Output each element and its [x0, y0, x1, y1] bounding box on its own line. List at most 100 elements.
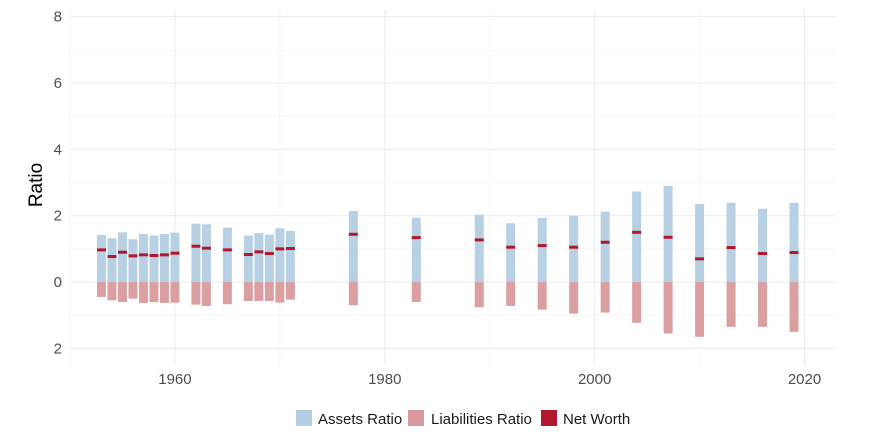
assets-bar: [201, 224, 211, 283]
grid-lines: [69, 10, 836, 365]
liabilities-bar: [506, 282, 516, 306]
liabilities-bar: [191, 282, 201, 305]
liabilities-bar: [107, 282, 117, 301]
assets-bar: [411, 217, 421, 283]
assets-bar: [726, 202, 736, 283]
net-worth-mark: [600, 240, 610, 244]
liabilities-bar: [789, 282, 799, 332]
assets-bar: [128, 239, 138, 283]
liabilities-bars: [96, 282, 799, 337]
liabilities-bar: [222, 282, 232, 305]
legend-key-liabilities: [408, 410, 424, 426]
net-worth-mark: [474, 238, 484, 242]
net-worth-mark: [96, 248, 106, 252]
liabilities-bar: [117, 282, 127, 302]
net-worth-mark: [275, 247, 285, 251]
net-worth-mark: [138, 253, 148, 257]
liabilities-bar: [96, 282, 106, 297]
legend: Assets Ratio Liabilities Ratio Net Worth: [296, 410, 630, 428]
assets-bar: [191, 223, 201, 283]
net-worth-mark: [254, 250, 264, 254]
y-tick-label: 4: [54, 141, 62, 158]
y-tick-label: 2: [54, 208, 62, 225]
liabilities-bar: [254, 282, 264, 301]
assets-bar: [506, 223, 516, 283]
net-worth-mark: [695, 257, 705, 261]
net-worth-mark: [663, 235, 673, 239]
legend-label-net-worth: Net Worth: [563, 411, 630, 428]
net-worth-mark: [107, 255, 117, 259]
net-worth-mark: [201, 246, 211, 250]
y-tick-label: 0: [54, 274, 62, 291]
assets-bar: [348, 211, 358, 283]
net-worth-mark: [117, 250, 127, 254]
liabilities-bar: [411, 282, 421, 302]
y-tick-label: 8: [54, 9, 62, 26]
liabilities-bar: [569, 282, 579, 314]
net-worth-mark: [789, 251, 799, 255]
net-worth-mark: [170, 251, 180, 255]
net-worth-mark: [285, 247, 295, 251]
liabilities-bar: [275, 282, 285, 303]
liabilities-bar: [663, 282, 673, 334]
net-worth-mark: [243, 253, 253, 257]
assets-bar: [474, 214, 484, 283]
assets-bar: [243, 235, 253, 283]
liabilities-bar: [243, 282, 253, 301]
liabilities-bar: [632, 282, 642, 323]
assets-bar: [663, 185, 673, 283]
legend-label-assets: Assets Ratio: [318, 411, 402, 428]
liabilities-bar: [726, 282, 736, 327]
net-worth-mark: [537, 244, 547, 248]
assets-bar: [695, 204, 705, 283]
assets-bar: [170, 232, 180, 283]
assets-bar: [117, 232, 127, 283]
net-worth-mark: [506, 245, 516, 249]
liabilities-bar: [474, 282, 484, 308]
assets-bar: [632, 191, 642, 283]
net-worth-mark: [159, 253, 169, 257]
assets-bar: [149, 235, 159, 283]
x-axis-ticks: 1960 1980 2000 2020: [158, 371, 821, 388]
liabilities-bar: [138, 282, 148, 303]
liabilities-bar: [758, 282, 768, 327]
net-worth-mark: [222, 248, 232, 252]
net-worth-mark: [758, 252, 768, 256]
assets-bar: [254, 232, 264, 283]
assets-bar: [138, 233, 148, 283]
liabilities-bar: [600, 282, 610, 313]
assets-bars: [96, 185, 799, 283]
assets-bar: [285, 230, 295, 283]
assets-bar: [600, 211, 610, 283]
liabilities-bar: [149, 282, 159, 302]
assets-bar: [264, 234, 274, 283]
assets-bar: [222, 227, 232, 283]
y-axis-ticks: 2 0 2 4 6 8: [54, 9, 62, 358]
x-tick-label: 2020: [788, 371, 821, 388]
legend-key-assets: [296, 410, 312, 426]
assets-bar: [569, 215, 579, 283]
y-tick-label: 6: [54, 75, 62, 92]
legend-label-liabilities: Liabilities Ratio: [431, 411, 532, 428]
net-worth-mark: [149, 254, 159, 258]
x-tick-label: 2000: [578, 371, 611, 388]
liabilities-bar: [128, 282, 138, 299]
net-worth-mark: [348, 232, 358, 236]
net-worth-mark: [632, 230, 642, 234]
net-worth-mark: [569, 245, 579, 249]
y-tick-label: 2: [54, 340, 62, 357]
net-worth-mark: [726, 246, 736, 250]
liabilities-bar: [170, 282, 180, 303]
liabilities-bar: [201, 282, 211, 306]
assets-bar: [96, 234, 106, 283]
assets-bar: [758, 208, 768, 283]
net-worth-mark: [264, 252, 274, 256]
liabilities-bar: [695, 282, 705, 337]
net-worth-mark: [191, 244, 201, 248]
net-worth-mark: [411, 236, 421, 240]
y-axis-title: Ratio: [26, 163, 47, 207]
net-worth-mark: [128, 254, 138, 258]
liabilities-bar: [264, 282, 274, 301]
assets-bar: [275, 228, 285, 283]
